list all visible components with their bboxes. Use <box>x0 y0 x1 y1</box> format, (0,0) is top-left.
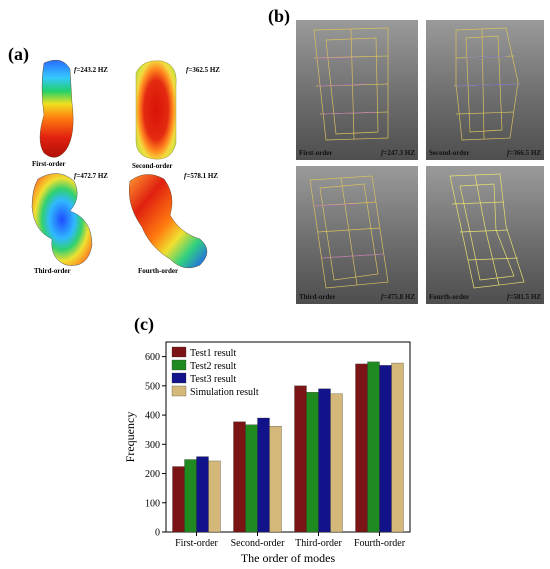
bar-test1-result <box>294 385 307 533</box>
mode-shape-third <box>31 173 93 266</box>
y-tick-label: 400 <box>145 411 160 422</box>
panel-b-freq-4: f=581.5 HZ <box>507 293 541 301</box>
legend-label: Test1 result <box>190 348 236 359</box>
x-axis-label: The order of modes <box>241 551 336 565</box>
bar-test2-result <box>184 459 197 533</box>
panel-a-order-4: Fourth-order <box>138 267 179 275</box>
bar-simulation-result <box>269 426 282 533</box>
x-tick-label: Fourth-order <box>354 538 406 549</box>
panel-b-tile-2: Second-order f=366.5 HZ <box>426 20 544 160</box>
bar-test3-result <box>196 456 209 533</box>
panel-b-tile-1: First-order f=247.3 HZ <box>296 20 418 160</box>
bar-simulation-result <box>208 460 221 533</box>
mode-shape-fourth <box>129 174 208 269</box>
panel-b-order-2: Second-order <box>429 149 470 157</box>
frequency-bar-chart: 0 100 200 300 400 500 600 First-order Second-ord… <box>123 341 411 565</box>
frame-model-second <box>453 27 521 141</box>
y-tick-label: 100 <box>145 498 160 509</box>
panel-a-order-1: First-order <box>32 160 66 168</box>
x-tick-label: Third-order <box>295 538 342 549</box>
mode-shape-second <box>135 60 177 160</box>
mode-shape-first <box>39 59 74 158</box>
bar-test2-result <box>306 392 319 533</box>
panel-b-tile-4: Fourth-order f=581.5 HZ <box>426 166 544 304</box>
panel-b-order-1: First-order <box>299 149 333 157</box>
bar-simulation-result <box>330 393 343 533</box>
panel-a-freq-3: f=472.7 HZ <box>74 172 108 180</box>
bar-test3-result <box>257 417 270 533</box>
legend-swatch <box>171 359 187 371</box>
legend-swatch <box>171 372 187 384</box>
bar-test3-result <box>318 388 331 533</box>
plot-frame <box>165 341 411 533</box>
legend-swatch <box>171 346 187 358</box>
legend-swatch <box>171 385 187 397</box>
x-tick-label: First-order <box>175 538 218 549</box>
y-tick-label: 200 <box>145 469 160 480</box>
panel-a-label: (a) <box>8 44 29 64</box>
x-tick-label: Second-order <box>231 538 286 549</box>
panel-b-tile-3: Third-order f=475.8 HZ <box>296 166 418 304</box>
panel-b-freq-1: f=247.3 HZ <box>381 149 415 157</box>
y-tick-label: 0 <box>155 528 160 539</box>
y-tick-label: 500 <box>145 381 160 392</box>
bar-test1-result <box>233 421 246 533</box>
bar-test1-result <box>172 466 185 533</box>
panel-a-freq-1: f=243.2 HZ <box>74 66 108 74</box>
frame-model-fourth <box>449 173 525 289</box>
panel-a-mode-shapes <box>31 59 208 269</box>
legend-label: Test3 result <box>190 374 236 385</box>
panel-a-freq-4: f=578.1 HZ <box>184 172 218 180</box>
legend-label: Test2 result <box>190 361 236 372</box>
y-tick-label: 300 <box>145 440 160 451</box>
panel-b-order-4: Fourth-order <box>429 293 470 301</box>
bar-test1-result <box>355 363 368 533</box>
bar-simulation-result <box>391 362 404 533</box>
panel-c-label: (c) <box>134 314 154 334</box>
panel-b-order-3: Third-order <box>299 293 336 301</box>
legend-label: Simulation result <box>190 387 259 398</box>
panel-a-order-3: Third-order <box>34 267 71 275</box>
bar-test2-result <box>367 361 380 533</box>
panel-a-freq-2: f=362.5 HZ <box>186 66 220 74</box>
frame-model-first <box>313 27 389 141</box>
y-tick-label: 600 <box>145 352 160 363</box>
bar-test2-result <box>245 424 258 533</box>
panel-b-freq-2: f=366.5 HZ <box>507 149 541 157</box>
panel-a-order-2: Second-order <box>132 162 173 170</box>
y-axis-label: Frequency <box>123 412 137 463</box>
panel-b-freq-3: f=475.8 HZ <box>381 293 415 301</box>
bar-test3-result <box>379 365 392 533</box>
panel-b-label: (b) <box>268 6 290 26</box>
frame-model-third <box>309 175 389 289</box>
